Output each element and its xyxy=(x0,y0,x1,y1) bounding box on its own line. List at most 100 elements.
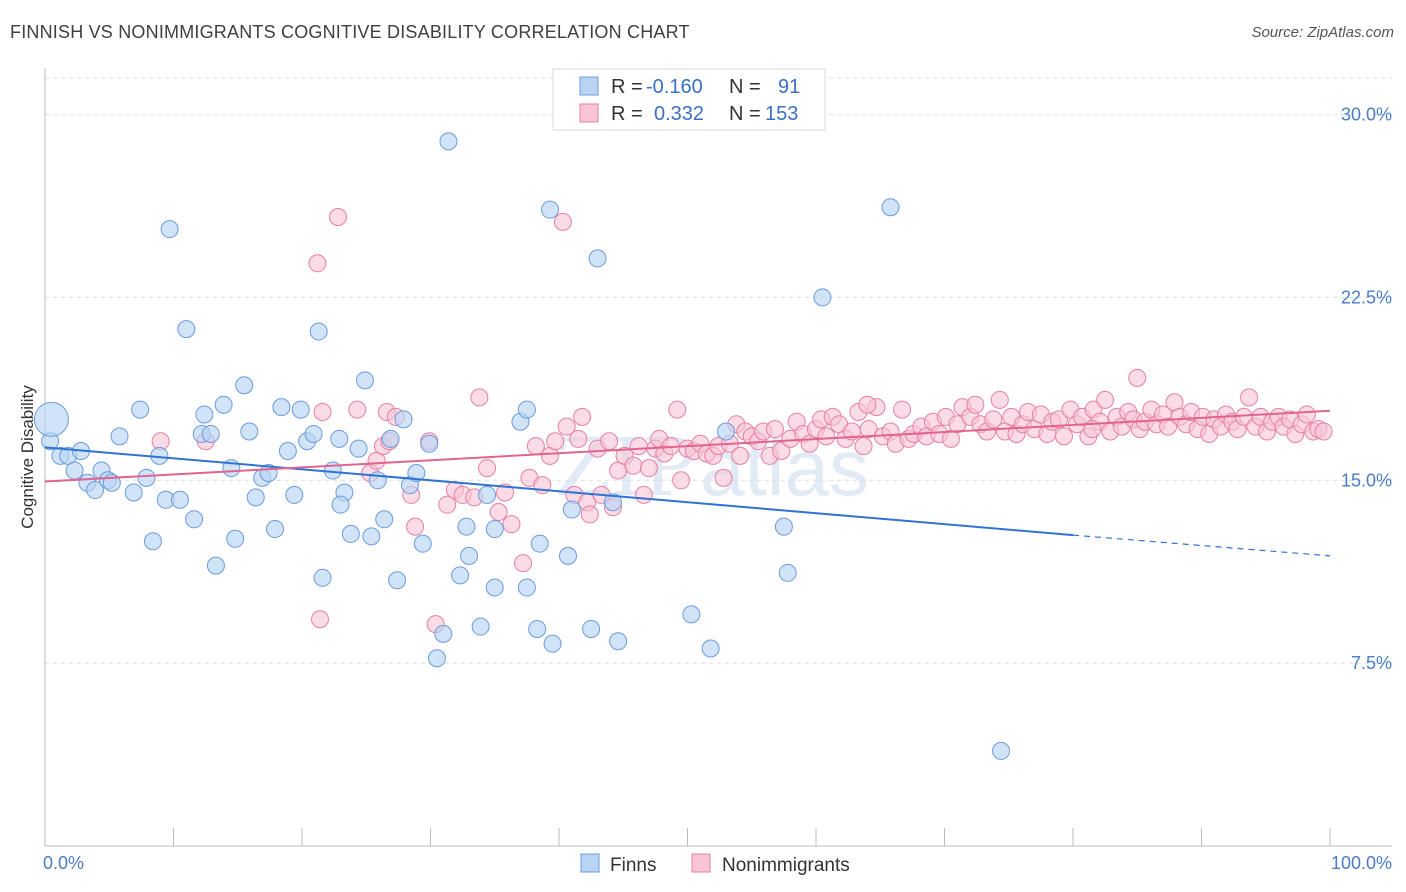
nonimmigrants-point xyxy=(668,400,687,419)
finns-point xyxy=(177,320,196,339)
nonimmigrants-point xyxy=(489,502,508,521)
finns-point xyxy=(778,563,797,582)
nonimmigrants-point xyxy=(893,400,912,419)
finns-point xyxy=(285,485,304,504)
finns-trend-extension xyxy=(1072,534,1331,557)
nonimmigrants-point xyxy=(714,468,733,487)
nonimmigrants-point xyxy=(553,212,572,231)
nonimmigrants-point xyxy=(817,427,836,446)
nonimmigrants-point xyxy=(502,515,521,534)
finns-point xyxy=(543,634,562,653)
y-tick-labels: 7.5% 15.0% 22.5% 30.0% xyxy=(1341,105,1392,674)
finns-point xyxy=(170,490,189,509)
bottom-legend-swatch-finns xyxy=(580,853,600,873)
finns-point xyxy=(434,624,453,643)
finns-point xyxy=(478,485,497,504)
finns-point xyxy=(457,517,476,536)
finns-point xyxy=(375,510,394,529)
nonimmigrants-point xyxy=(854,437,873,456)
nonimmigrants-point xyxy=(478,459,497,478)
finns-point xyxy=(137,468,156,487)
nonimmigrants-point xyxy=(731,446,750,465)
finns-point xyxy=(485,520,504,539)
finns-point xyxy=(562,500,581,519)
finns-point xyxy=(143,532,162,551)
axes xyxy=(44,68,1392,847)
finns-point xyxy=(362,527,381,546)
finns-point xyxy=(717,422,736,441)
finns-point xyxy=(206,556,225,575)
nonimmigrants-point xyxy=(310,610,329,629)
finns-point xyxy=(195,405,214,424)
finns-point xyxy=(381,429,400,448)
bottom-legend: Finns Nonimmigrants xyxy=(580,853,850,876)
nonimmigrants-point xyxy=(629,437,648,456)
finns-point xyxy=(394,410,413,429)
finns-point xyxy=(355,371,374,390)
nonimmigrants-point xyxy=(580,505,599,524)
nonimmigrants-point xyxy=(496,483,515,502)
finns-point xyxy=(413,534,432,553)
finns-point xyxy=(517,400,536,419)
finns-point xyxy=(341,524,360,543)
x-tick-label: 100.0% xyxy=(1331,853,1392,873)
finns-point xyxy=(309,322,328,341)
y-tick-label: 15.0% xyxy=(1341,470,1392,490)
nonimmigrants-point xyxy=(406,517,425,536)
finns-point xyxy=(881,198,900,217)
source-label: Source: ZipAtlas.com xyxy=(1251,24,1394,41)
legend-r-label: R = xyxy=(611,76,643,98)
legend-r-value-finns: -0.160 xyxy=(646,76,703,98)
nonimmigrants-point xyxy=(600,432,619,451)
nonimmigrants-point xyxy=(639,459,658,478)
nonimmigrants-point xyxy=(514,554,533,573)
finns-trend-line xyxy=(44,446,1074,537)
nonimmigrants-point xyxy=(1055,427,1074,446)
legend-swatch-nonimmigrants xyxy=(579,103,599,123)
finns-point xyxy=(304,424,323,443)
finns-point xyxy=(558,546,577,565)
finns-point xyxy=(201,424,220,443)
finns-point xyxy=(439,132,458,151)
nonimmigrants-point xyxy=(765,420,784,439)
finns-point xyxy=(240,422,259,441)
legend-n-label: N = xyxy=(729,103,761,125)
nonimmigrants-point xyxy=(990,390,1009,409)
finns-point xyxy=(420,434,439,453)
y-axis-title: Cognitive Disability xyxy=(18,385,37,529)
nonimmigrants-point xyxy=(313,403,332,422)
finns-point xyxy=(774,517,793,536)
grid-lines xyxy=(45,77,1392,664)
nonimmigrants-point xyxy=(328,207,347,226)
top-legend: R = -0.160 N = 91 R = 0.332 N = 153 xyxy=(552,68,826,131)
finns-point xyxy=(266,520,285,539)
legend-n-value-nonimmigrants: 153 xyxy=(765,103,798,125)
legend-r-label: R = xyxy=(611,103,643,125)
finns-point xyxy=(331,495,350,514)
nonimmigrants-point xyxy=(546,432,565,451)
legend-n-value-finns: 91 xyxy=(778,76,800,98)
finns-point xyxy=(485,578,504,597)
finns-point xyxy=(427,649,446,668)
nonimmigrants-point xyxy=(1049,410,1068,429)
finns-point xyxy=(278,442,297,461)
nonimmigrants-point xyxy=(858,395,877,414)
nonimmigrants-point xyxy=(672,471,691,490)
finns-point xyxy=(246,488,265,507)
finns-point xyxy=(226,529,245,548)
legend-n-label: N = xyxy=(729,76,761,98)
finns-point xyxy=(460,546,479,565)
finns-point xyxy=(682,605,701,624)
legend-swatch-finns xyxy=(579,76,599,96)
finns-point xyxy=(313,568,332,587)
nonimmigrants-point xyxy=(634,485,653,504)
finns-point xyxy=(530,534,549,553)
nonimmigrants-point xyxy=(1240,388,1259,407)
nonimmigrants-point xyxy=(1159,417,1178,436)
x-tick-label: 0.0% xyxy=(43,853,84,873)
nonimmigrants-point xyxy=(470,388,489,407)
nonimmigrants-point xyxy=(526,437,545,456)
x-tick-labels: 0.0% 100.0% xyxy=(43,853,1392,873)
nonimmigrants-point xyxy=(557,417,576,436)
finns-points xyxy=(33,132,1011,760)
